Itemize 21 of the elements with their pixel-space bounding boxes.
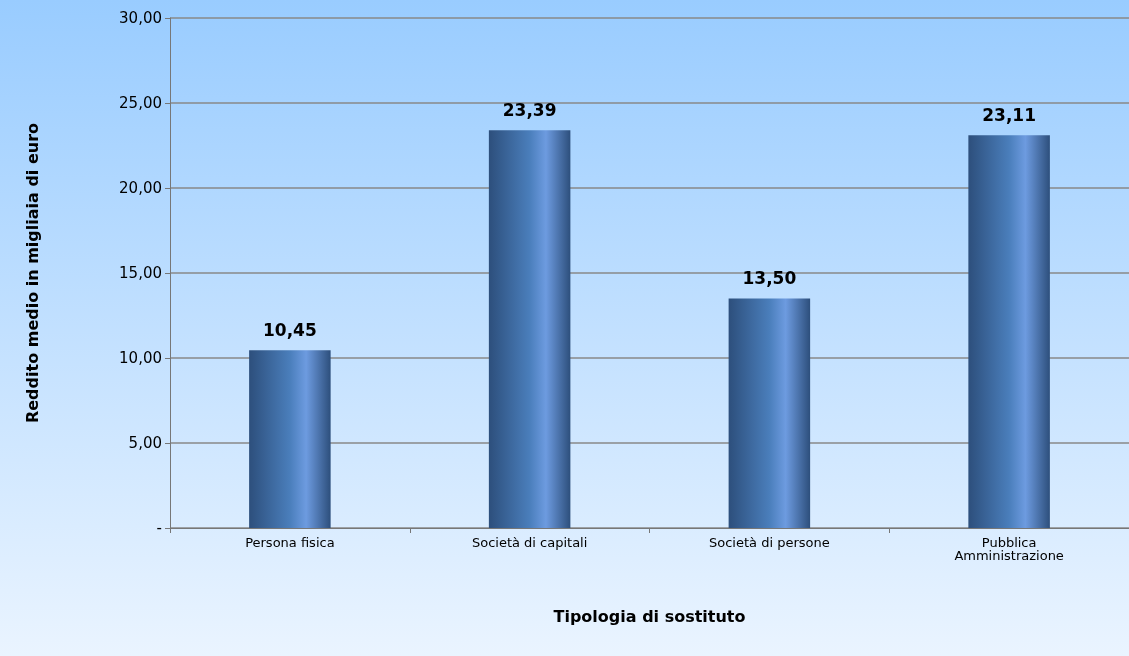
y-tick-label: 20,00 xyxy=(119,179,162,197)
data-label: 23,11 xyxy=(982,104,1037,125)
x-tick-label: Società di capitali xyxy=(471,535,588,550)
data-label: 13,50 xyxy=(742,268,797,288)
bar xyxy=(488,130,571,528)
x-tick-label: Pubblica Amministrazione xyxy=(954,535,1064,563)
y-tick-label: 5,00 xyxy=(128,434,162,452)
y-tick-label: 30,00 xyxy=(119,9,162,27)
bar xyxy=(968,135,1050,528)
x-axis-title: Tipologia di sostituto xyxy=(553,606,746,626)
bar xyxy=(249,350,331,528)
bar xyxy=(728,298,811,528)
x-tick-label: Persona fisica xyxy=(245,535,335,550)
y-tick-label: - xyxy=(156,519,162,537)
data-label: 10,45 xyxy=(262,319,317,340)
y-tick-label: 25,00 xyxy=(119,94,162,112)
y-axis-title: Reddito medio in migliaia di euro xyxy=(22,122,42,424)
y-tick-label: 15,00 xyxy=(119,264,162,282)
data-label: 23,39 xyxy=(502,99,557,120)
x-tick-label: Società di persone xyxy=(709,535,830,550)
y-tick-label: 10,00 xyxy=(119,349,162,367)
